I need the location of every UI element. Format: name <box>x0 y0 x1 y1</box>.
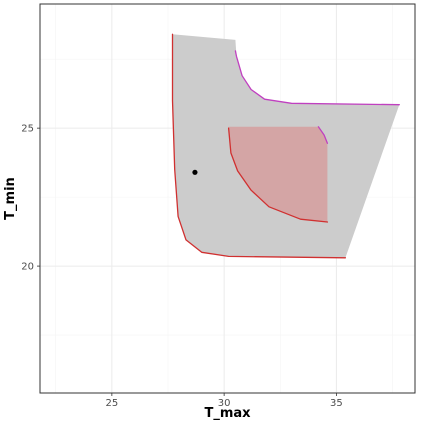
curve-outer-left-bottom <box>171 33 347 259</box>
y-tick-label: 25 <box>21 124 34 135</box>
regions <box>172 34 400 258</box>
curve-outer-upper-right <box>234 50 400 106</box>
curve-inner-lower-left <box>227 127 329 223</box>
data-point <box>192 169 198 175</box>
region-inner <box>228 126 328 222</box>
panel-border <box>39 3 416 394</box>
points <box>192 169 198 175</box>
x-axis-ticks: 25 30 35 <box>105 393 343 409</box>
x-tick-label: 25 <box>105 398 118 409</box>
x-tick-label: 35 <box>330 398 343 409</box>
curves <box>171 33 400 259</box>
y-axis-title: T_min <box>3 177 18 220</box>
y-tick-label: 20 <box>21 262 34 273</box>
x-tick-label: 30 <box>218 398 231 409</box>
curve-inner-upper-right <box>317 126 329 144</box>
x-axis-title: T_max <box>204 406 251 421</box>
